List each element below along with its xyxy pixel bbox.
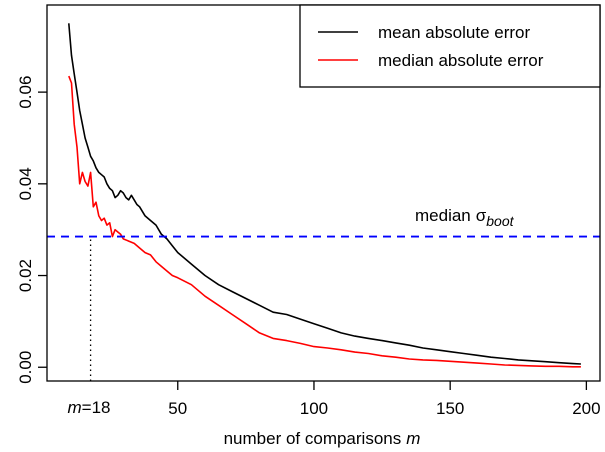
- reference-line-label-symbol: σ: [476, 206, 487, 225]
- marker-label: m=18: [67, 398, 110, 417]
- x-tick-label: 100: [300, 399, 328, 418]
- series-layer: [68, 23, 581, 368]
- x-axis-title-text: number of comparisons: [224, 429, 402, 448]
- legend-label-median-absolute-error: median absolute error: [378, 51, 544, 70]
- x-tick-label: 50: [168, 399, 187, 418]
- y-tick-label: 0.04: [16, 167, 35, 200]
- y-axis: 0.00 0.02 0.04 0.06: [16, 76, 47, 384]
- marker-label-var: m: [67, 398, 81, 417]
- marker-label-value: =18: [82, 398, 111, 417]
- reference-line-label-subscript: boot: [486, 213, 514, 229]
- x-axis-title-var: m: [406, 429, 420, 448]
- x-tick-label: 200: [572, 399, 600, 418]
- legend-label-mean-absolute-error: mean absolute error: [378, 23, 530, 42]
- x-tick-label: 150: [436, 399, 464, 418]
- reference-line-label-word: median: [415, 206, 471, 225]
- x-axis: 50 100 150 200: [168, 381, 601, 418]
- series-line-0: [68, 23, 581, 365]
- reference-line-label: median σboot: [415, 206, 515, 229]
- legend: mean absolute error median absolute erro…: [299, 4, 601, 88]
- y-tick-label: 0.06: [16, 76, 35, 109]
- x-axis-title: number of comparisons m: [224, 429, 421, 448]
- y-tick-label: 0.02: [16, 259, 35, 292]
- series-line-1: [68, 75, 581, 368]
- legend-box: [299, 4, 601, 88]
- y-tick-label: 0.00: [16, 351, 35, 384]
